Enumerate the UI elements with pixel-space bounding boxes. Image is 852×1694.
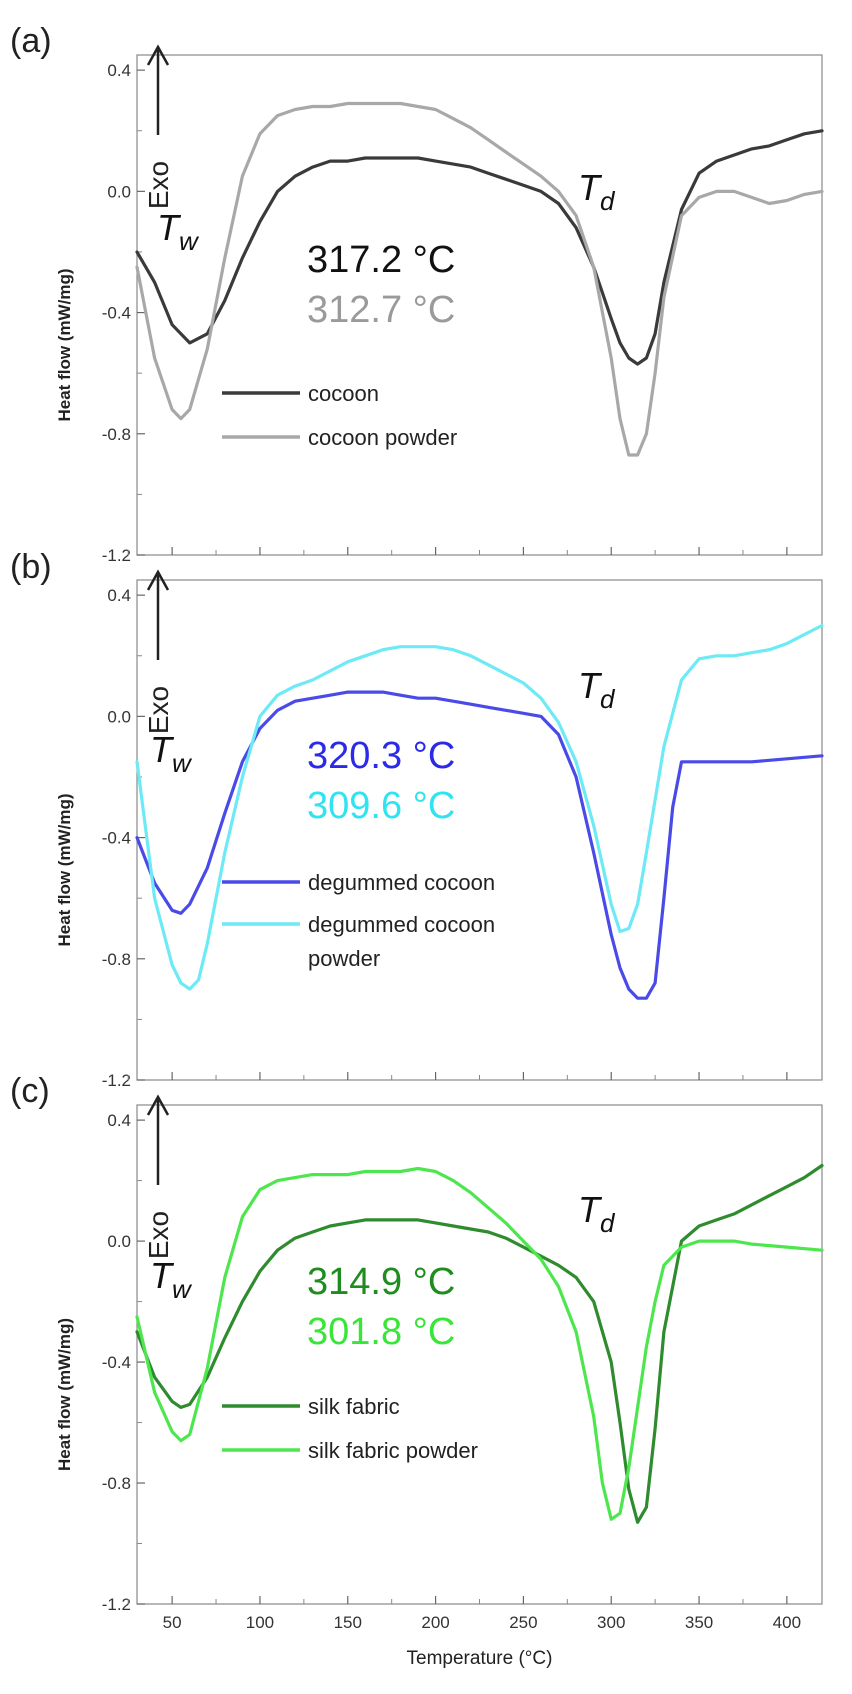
panel-b-legend-entry-line: powder xyxy=(308,946,380,971)
panel-b-td-label: Td xyxy=(578,665,616,714)
panel-a-temperature-2: 312.7 °C xyxy=(307,289,455,331)
panel-a-exo-label: Exo xyxy=(143,161,174,209)
panel-b-series-line xyxy=(135,690,824,1000)
panel-a: (a) 0.4 0.0 -0.4 -0.8 -1.2 Heat flow (mW/mg) Ex… xyxy=(10,22,824,565)
panel-a-ytick-label: 0.0 xyxy=(107,182,131,201)
panel-b-exo-arrowhead xyxy=(146,569,170,591)
panel-c-tw-sub: w xyxy=(172,1274,193,1304)
panel-c-series-line xyxy=(135,1166,824,1521)
panel-c-temperature-2: 301.8 °C xyxy=(307,1311,455,1353)
panel-b-temperature-1: 320.3 °C xyxy=(307,735,455,777)
panel-c-label: (c) xyxy=(10,1072,50,1110)
panel-b-legend-entry: degummed cocoon powder xyxy=(308,912,495,971)
panel-a-tw-label: Tw xyxy=(157,207,200,256)
panel-a-temperature-1: 317.2 °C xyxy=(307,239,455,281)
panel-b-legend-entry: degummed cocoon xyxy=(308,870,495,895)
panel-b-ytick-label: -0.4 xyxy=(102,829,131,848)
panel-c-ytick-label: 0.4 xyxy=(107,1111,131,1130)
panel-c: (c) 0.4 0.0 -0.4 -0.8 -1.2 50 100 150 200 250 300 35… xyxy=(10,1072,824,1669)
panel-c-xtick-label: 50 xyxy=(163,1613,182,1632)
panel-c-y-axis-label: Heat flow (mW/mg) xyxy=(55,1318,74,1471)
panel-c-xtick-label: 300 xyxy=(597,1613,625,1632)
panel-b-tw-sub: w xyxy=(172,748,193,778)
panel-c-tw-label: Tw xyxy=(150,1255,193,1304)
panel-c-xtick-label: 250 xyxy=(509,1613,537,1632)
panel-c-xtick-label: 400 xyxy=(773,1613,801,1632)
panel-a-ytick-label: -0.8 xyxy=(102,425,131,444)
panel-b-series-line xyxy=(135,623,824,991)
panel-b-td-sub: d xyxy=(600,684,616,714)
panel-b-ytick-label: -0.8 xyxy=(102,950,131,969)
panel-c-ytick-label: -1.2 xyxy=(102,1595,131,1614)
panel-c-xtick-label: 200 xyxy=(421,1613,449,1632)
panel-c-ytick-label: -0.4 xyxy=(102,1353,131,1372)
x-axis-label: Temperature (°C) xyxy=(407,1648,553,1669)
panel-c-ytick-label: -0.8 xyxy=(102,1474,131,1493)
panel-b: (b) 0.4 0.0 -0.4 -0.8 -1.2 Heat flow (mW/mg) Ex… xyxy=(10,548,824,1090)
panel-a-td-sub: d xyxy=(600,186,616,216)
panel-a-tw-sub: w xyxy=(179,226,200,256)
panel-a-series-line xyxy=(135,129,824,366)
panel-b-ytick-label: -1.2 xyxy=(102,1071,131,1090)
panel-b-exo-label: Exo xyxy=(143,686,174,734)
panel-c-series-line xyxy=(135,1163,824,1524)
panel-b-y-axis-label: Heat flow (mW/mg) xyxy=(55,794,74,947)
panel-a-ytick-label: -0.4 xyxy=(102,304,131,323)
panel-c-exo-arrowhead xyxy=(146,1094,170,1116)
panel-c-xtick-label: 100 xyxy=(246,1613,274,1632)
panel-c-frame xyxy=(136,1104,823,1605)
panel-c-td-sub: d xyxy=(600,1208,616,1238)
panel-b-legend-entry-line: degummed cocoon xyxy=(308,912,495,937)
panel-a-ytick-label: 0.4 xyxy=(107,61,131,80)
panel-a-legend-entry: cocoon xyxy=(308,381,379,406)
panel-a-td-label: Td xyxy=(578,167,616,216)
panel-a-exo-arrowhead xyxy=(146,44,170,66)
panel-c-xtick-label: 350 xyxy=(685,1613,713,1632)
panel-c-xtick-label: 150 xyxy=(334,1613,362,1632)
panel-a-y-axis-label: Heat flow (mW/mg) xyxy=(55,269,74,422)
panel-b-ytick-label: 0.0 xyxy=(107,707,131,726)
panel-b-ytick-label: 0.4 xyxy=(107,586,131,605)
panel-b-temperature-2: 309.6 °C xyxy=(307,785,455,827)
panel-b-tw-label: Tw xyxy=(150,729,193,778)
panel-a-legend-entry: cocoon powder xyxy=(308,425,457,450)
panel-c-legend-entry: silk fabric powder xyxy=(308,1438,478,1463)
panel-a-ytick-label: -1.2 xyxy=(102,546,131,565)
panel-c-ytick-label: 0.0 xyxy=(107,1232,131,1251)
panel-a-series-line xyxy=(135,101,824,457)
panel-c-exo-label: Exo xyxy=(143,1211,174,1259)
panel-c-td-label: Td xyxy=(578,1189,616,1238)
panel-a-label: (a) xyxy=(10,22,52,60)
panel-b-label: (b) xyxy=(10,548,52,586)
panel-c-legend-entry: silk fabric xyxy=(308,1394,400,1419)
panel-c-temperature-1: 314.9 °C xyxy=(307,1261,455,1303)
panel-a-frame xyxy=(136,54,823,556)
